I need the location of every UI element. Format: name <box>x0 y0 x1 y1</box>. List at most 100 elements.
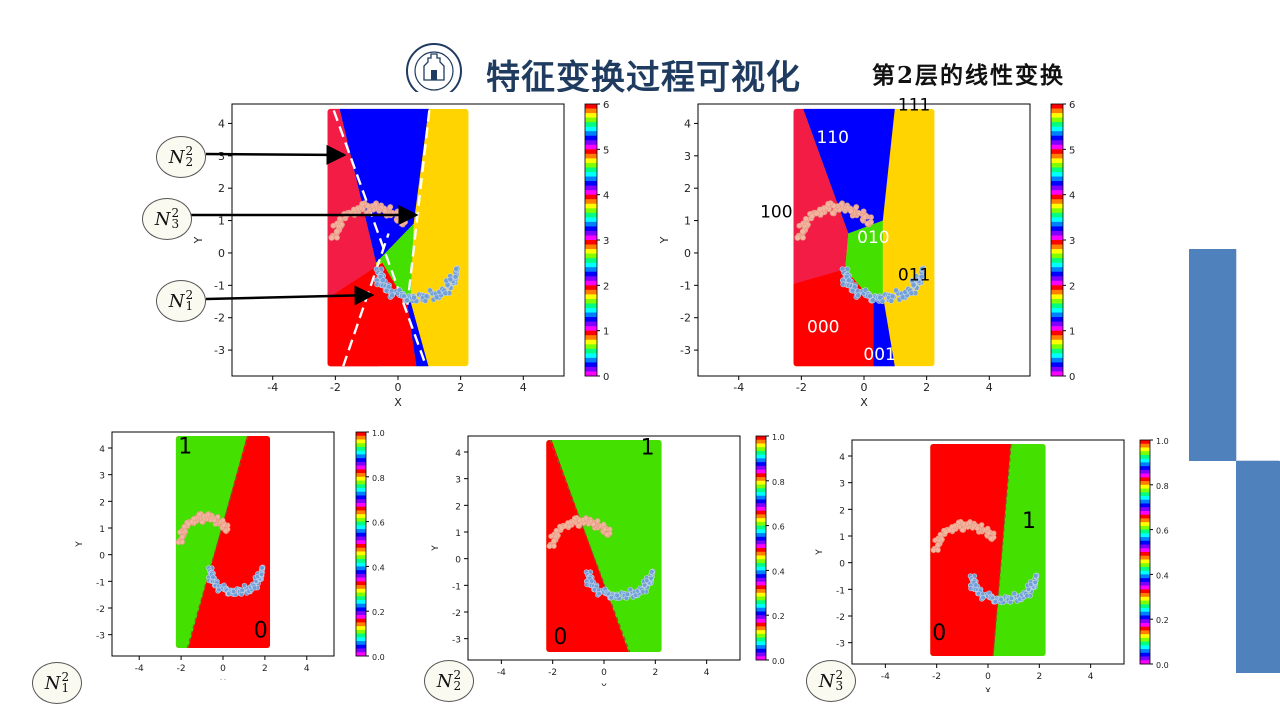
colorbar-band <box>756 480 766 486</box>
colorbar-band <box>356 432 366 437</box>
x-axis-label: X <box>985 687 991 692</box>
colorbar-tick-label: 1 <box>603 327 609 338</box>
colorbar-band <box>585 117 597 123</box>
boundary-n32 <box>406 110 431 305</box>
colorbar-band <box>356 480 366 485</box>
colorbar-band <box>356 465 366 470</box>
colorbar-band <box>1051 117 1063 123</box>
colorbar-band <box>585 131 597 137</box>
colorbar-band <box>1140 510 1150 516</box>
colorbar-band <box>356 562 366 567</box>
x-axis-label: X <box>394 396 402 409</box>
colorbar-band <box>756 592 766 598</box>
colorbar-band <box>1140 525 1150 531</box>
colorbar-tick-label: 3 <box>603 236 609 247</box>
colorbar-band <box>1140 492 1150 497</box>
data-point-class0 <box>796 222 803 229</box>
colorbar-band <box>1051 276 1063 282</box>
colorbar-band <box>1051 208 1063 214</box>
colorbar-band <box>585 294 597 300</box>
colorbar-band <box>756 604 766 609</box>
colorbar-tick-label: 0.2 <box>372 608 385 617</box>
data-point-class1 <box>447 276 454 283</box>
region-label: 001 <box>863 345 895 365</box>
colorbar-band <box>1140 529 1150 534</box>
y-tick-label: 4 <box>684 117 691 130</box>
data-point-class0 <box>800 234 806 241</box>
colorbar-band <box>1051 317 1063 323</box>
region-class1 <box>175 436 249 648</box>
colorbar-tick-label: 0.8 <box>372 474 385 483</box>
colorbar-band <box>756 439 766 444</box>
region-label: 1 <box>1022 509 1036 534</box>
colorbar-band <box>356 544 366 549</box>
colorbar-band <box>1051 158 1063 164</box>
colorbar-band <box>585 203 597 209</box>
colorbar-band <box>356 525 366 530</box>
data-point-class1 <box>624 591 631 598</box>
y-tick-label: 4 <box>99 445 105 455</box>
colorbar-tick-label: 3 <box>1069 236 1075 247</box>
data-point-class0 <box>387 204 394 210</box>
data-point-class0 <box>179 539 185 545</box>
colorbar-band <box>356 581 366 586</box>
data-point-class0 <box>853 204 860 210</box>
colorbar-band <box>1140 566 1150 572</box>
colorbar-band <box>1140 634 1150 639</box>
colorbar-band <box>1051 371 1063 377</box>
colorbar-band <box>356 547 366 552</box>
colorbar-band <box>1140 469 1150 475</box>
colorbar-band <box>356 573 366 579</box>
colorbar-band <box>356 499 366 504</box>
colorbar-band <box>1140 660 1150 665</box>
colorbar-band <box>1140 548 1150 553</box>
y-tick-label: 1 <box>218 215 225 228</box>
colorbar-band <box>356 473 366 478</box>
data-point-class0 <box>594 518 601 524</box>
colorbar-band <box>1051 308 1063 314</box>
x-tick-label: 4 <box>520 381 527 394</box>
y-tick-label: 1 <box>99 525 105 535</box>
colorbar-band <box>585 226 597 232</box>
data-point-class1 <box>640 589 646 595</box>
colorbar-band <box>1051 181 1063 187</box>
colorbar-band <box>1051 185 1063 191</box>
colorbar-band <box>585 104 597 110</box>
colorbar-band <box>756 458 766 463</box>
region-label: 111 <box>898 95 930 115</box>
colorbar-tick-label: 6 <box>1069 100 1075 111</box>
colorbar-band <box>1140 507 1150 512</box>
data-point-class1 <box>893 287 899 294</box>
region-label: 0 <box>932 621 946 646</box>
colorbar-band <box>585 280 597 286</box>
colorbar-tick-label: 4 <box>1069 191 1075 202</box>
y-tick-label: 0 <box>839 560 845 570</box>
y-axis-label: Y <box>75 541 85 548</box>
data-point-class0 <box>333 228 340 235</box>
colorbar-band <box>1140 458 1150 463</box>
data-point-class1 <box>919 266 926 272</box>
colorbar-band <box>356 540 366 545</box>
colorbar-tick-label: 0.6 <box>1156 527 1169 536</box>
y-tick-label: -2 <box>96 605 105 615</box>
colorbar-band <box>356 443 366 448</box>
x-axis-label: X <box>860 396 868 409</box>
colorbar-band <box>1051 289 1063 295</box>
data-point-class0 <box>558 525 565 531</box>
colorbar-band <box>1140 484 1150 490</box>
data-point-class1 <box>980 594 986 601</box>
colorbar-band <box>585 258 597 264</box>
y-tick-label: 1 <box>684 215 691 228</box>
colorbar-band <box>1140 626 1150 631</box>
colorbar-band <box>1140 574 1150 579</box>
data-point-class1 <box>913 276 920 283</box>
colorbar-band <box>756 585 766 590</box>
colorbar-tick-label: 1.0 <box>372 429 385 438</box>
colorbar-band <box>756 626 766 631</box>
decision-regions <box>327 108 469 367</box>
data-point-class0 <box>548 533 554 539</box>
data-point-class1 <box>908 290 915 297</box>
colorbar-band <box>1051 280 1063 286</box>
colorbar-band <box>756 618 766 624</box>
